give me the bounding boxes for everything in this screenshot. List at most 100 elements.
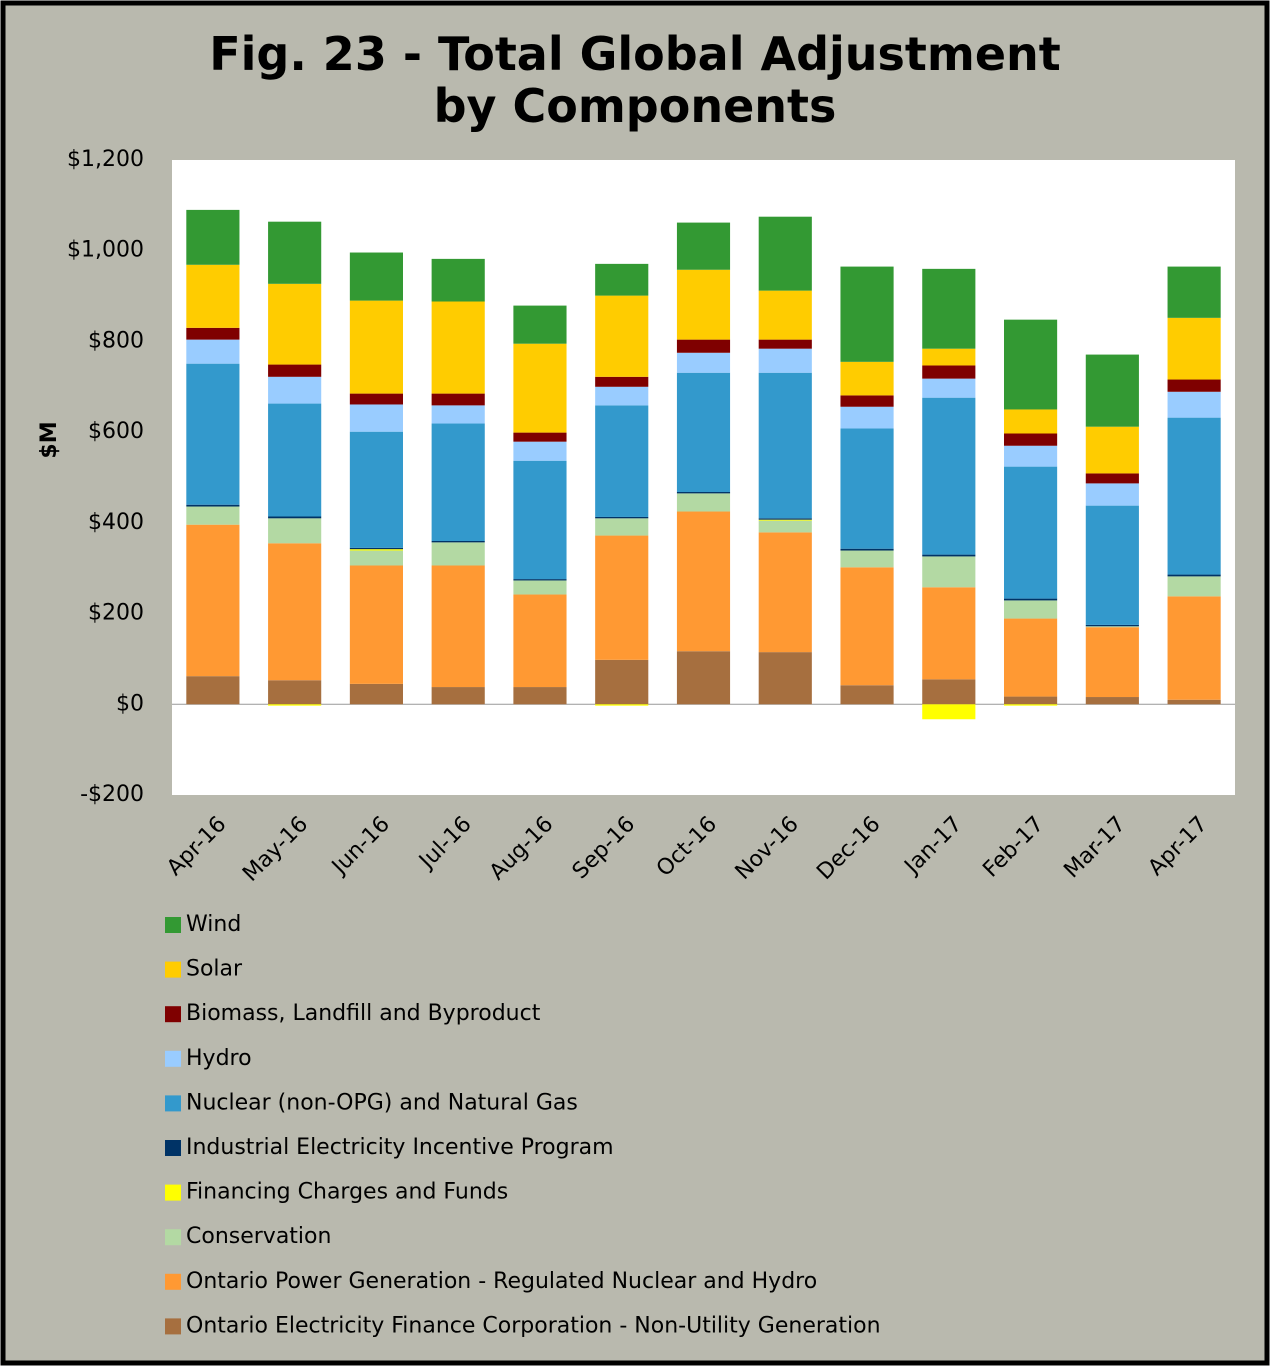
legend-label: Solar [186, 957, 243, 982]
bar-segment [595, 263, 649, 296]
bar-segment [513, 305, 567, 344]
bar-segment [758, 532, 812, 653]
bar-segment [758, 339, 812, 349]
bar-segment [922, 554, 976, 557]
bar-segment [1004, 319, 1058, 410]
bar-segment [1085, 627, 1139, 698]
bar-segment [268, 364, 322, 377]
bar-segment [676, 511, 731, 652]
bar-segment [1085, 626, 1139, 628]
bar-segment [268, 283, 322, 365]
legend-label: Biomass, Landfill and Byproduct [186, 1001, 541, 1026]
bar-segment [1004, 433, 1058, 446]
bar-segment [1167, 379, 1221, 392]
bar-segment [1167, 266, 1221, 318]
legend-swatch [165, 1095, 181, 1112]
bar-segment [186, 676, 240, 705]
y-axis-label: $M [37, 421, 62, 458]
bar-segment [758, 518, 812, 520]
bar-segment [758, 348, 812, 373]
bar-segment [268, 403, 322, 517]
bar-segment [268, 543, 322, 681]
bar-segment [1085, 624, 1139, 627]
legend-swatch [165, 1229, 181, 1246]
bar-segment [840, 395, 894, 407]
bar-segment [268, 221, 322, 284]
bar-segment [595, 535, 649, 660]
bar-segment [268, 704, 322, 706]
bar-segment [349, 550, 403, 566]
bar-segment [1085, 354, 1139, 427]
bar-segment [349, 404, 403, 432]
bar-segment [758, 216, 812, 291]
bar-segment [676, 651, 731, 705]
bar-segment [840, 266, 894, 362]
bar-segment [186, 264, 240, 328]
legend-label: Wind [186, 912, 241, 937]
bar-segment [1085, 483, 1139, 506]
bar-segment [349, 549, 403, 551]
bar-segment [922, 365, 976, 379]
bar-segment [1167, 596, 1221, 700]
legend-label: Hydro [186, 1046, 252, 1071]
bar-segment [513, 460, 567, 580]
bar-segment [840, 548, 894, 551]
legend-label: Financing Charges and Funds [186, 1180, 508, 1205]
bar-segment [186, 339, 240, 364]
bar-segment [431, 258, 485, 302]
chart-title: Fig. 23 - Total Global Adjustment by Com… [209, 27, 1061, 133]
y-tick-label: $800 [88, 328, 144, 353]
bar-segment [186, 363, 240, 505]
bar-segment [513, 580, 567, 595]
bar-segment [431, 405, 485, 424]
bar-segment [1167, 699, 1221, 705]
bar-segment [513, 579, 567, 581]
bar-segment [513, 687, 567, 705]
legend-swatch [165, 1006, 181, 1023]
bar-segment [595, 405, 649, 517]
bar-segment [922, 397, 976, 555]
y-tick-label: $600 [88, 419, 144, 444]
bar-segment [840, 428, 894, 549]
bar-segment [1004, 445, 1058, 467]
bar-segment [595, 376, 649, 387]
y-tick-label: $1,000 [67, 238, 144, 263]
bar-segment [186, 506, 240, 525]
bar-segment [431, 565, 485, 688]
legend-label: Ontario Power Generation - Regulated Nuc… [186, 1269, 817, 1294]
bar-segment [1167, 317, 1221, 380]
bar-segment [186, 209, 240, 265]
bar-segment [268, 518, 322, 544]
bar-segment [1004, 696, 1058, 705]
bar-segment [268, 376, 322, 404]
bar-segment [840, 550, 894, 568]
bar-segment [1004, 409, 1058, 434]
y-tick-label: $0 [116, 691, 144, 716]
bar-segment [922, 587, 976, 680]
bar-segment [513, 594, 567, 688]
bar-segment [186, 524, 240, 677]
bar-segment [840, 361, 894, 396]
bar-segment [1004, 466, 1058, 599]
bar-segment [1085, 426, 1139, 474]
legend-label: Ontario Electricity Finance Corporation … [186, 1313, 881, 1338]
bar-segment [431, 393, 485, 406]
bar-segment [1167, 417, 1221, 575]
bar-segment [676, 493, 731, 512]
bar-segment [349, 431, 403, 548]
bar-segment [758, 372, 812, 519]
bar-segment [268, 680, 322, 705]
bar-segment [676, 339, 731, 353]
bar-segment [349, 547, 403, 550]
bar-segment [758, 520, 812, 533]
y-tick-label: $200 [88, 601, 144, 626]
bar-segment [595, 295, 649, 377]
bar-segment [840, 406, 894, 429]
legend-label: Industrial Electricity Incentive Program [186, 1135, 614, 1160]
bar-segment [922, 556, 976, 588]
bar-segment [349, 300, 403, 394]
bar-segment [1167, 574, 1221, 577]
bar-segment [676, 269, 731, 340]
